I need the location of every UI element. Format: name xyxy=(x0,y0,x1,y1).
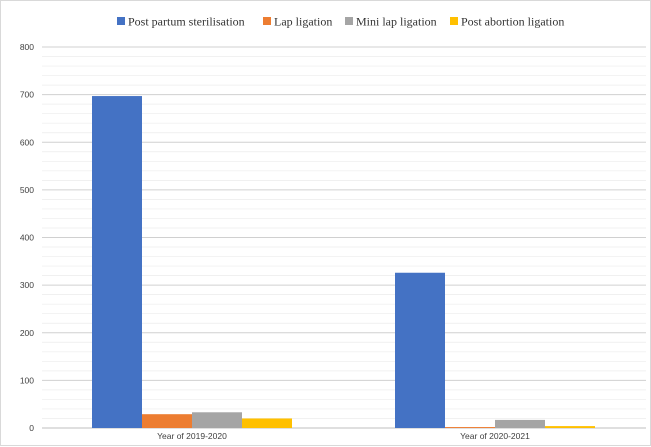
y-tick-label: 400 xyxy=(20,233,34,243)
legend-label: Post abortion ligation xyxy=(461,15,564,29)
bar-4-1 xyxy=(242,418,292,428)
y-tick-label: 700 xyxy=(20,90,34,100)
y-tick-label: 800 xyxy=(20,42,34,52)
x-category-label: Year of 2020-2021 xyxy=(460,431,530,441)
bar-4-2 xyxy=(545,426,595,428)
gridlines xyxy=(42,46,646,429)
y-tick-label: 0 xyxy=(29,423,34,433)
legend-swatch xyxy=(450,17,458,25)
legend-swatch xyxy=(263,17,271,25)
legend-item: Lap ligation xyxy=(263,15,332,29)
bar-1-1 xyxy=(92,96,142,429)
legend-item: Mini lap ligation xyxy=(345,15,437,29)
bar-2-2 xyxy=(445,427,495,428)
legend-swatch xyxy=(117,17,125,25)
x-axis-categories: Year of 2019-2020 Year of 2020-2021 xyxy=(157,431,530,441)
legend-swatch xyxy=(345,17,353,25)
bar-3-1 xyxy=(192,412,242,428)
y-tick-label: 600 xyxy=(20,137,34,147)
y-tick-label: 200 xyxy=(20,328,34,338)
y-tick-label: 100 xyxy=(20,375,34,385)
legend: Post partum sterilisation Lap ligation Min… xyxy=(117,15,564,29)
bar-1-2 xyxy=(395,272,445,428)
bar-3-2 xyxy=(495,419,545,428)
legend-item: Post abortion ligation xyxy=(450,15,564,29)
bars xyxy=(92,96,595,429)
legend-label: Post partum sterilisation xyxy=(128,15,245,29)
y-axis-ticks: 0 100 200 300 400 500 600 700 800 xyxy=(20,42,34,433)
legend-label: Mini lap ligation xyxy=(356,15,437,29)
y-tick-label: 300 xyxy=(20,280,34,290)
x-category-label: Year of 2019-2020 xyxy=(157,431,227,441)
legend-item: Post partum sterilisation xyxy=(117,15,245,29)
legend-label: Lap ligation xyxy=(274,15,332,29)
bar-2-1 xyxy=(142,414,192,428)
y-tick-label: 500 xyxy=(20,185,34,195)
